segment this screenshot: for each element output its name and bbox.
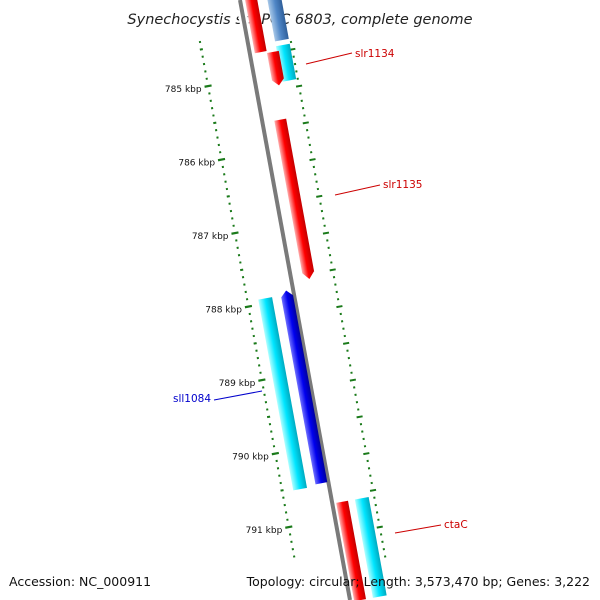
tick-label: 788 kbp xyxy=(205,306,242,316)
tick-major-right xyxy=(322,231,330,235)
gene-slr1135[interactable] xyxy=(274,118,315,281)
tick-major-left xyxy=(285,525,293,529)
tick-label: 789 kbp xyxy=(219,379,256,389)
tick-major-left xyxy=(204,84,212,88)
tick-minor-left xyxy=(253,342,257,345)
tick-layer: 785 kbp 786 kbp 787 kbp 788 kbp 789 kbp 790 k… xyxy=(165,40,387,558)
gene-ctaC-body xyxy=(336,500,367,600)
tick-major-right xyxy=(302,121,309,125)
feature-ctaC[interactable] xyxy=(354,496,387,598)
tick-label: 790 kbp xyxy=(232,453,269,463)
tick-major-right xyxy=(342,341,350,345)
map-title: Synechocystis sp. PCC 6803, complete gen… xyxy=(127,12,472,28)
gene-upper-forward[interactable] xyxy=(244,0,267,54)
feature-sll1084-body xyxy=(258,297,308,491)
tick-major-left xyxy=(271,451,280,456)
tick-label: 787 kbp xyxy=(192,232,229,242)
gene-slr1135-arrow xyxy=(274,118,315,280)
tick-minor-left xyxy=(266,415,271,419)
tick-major-right xyxy=(336,305,343,309)
tick-major-right xyxy=(356,415,363,419)
tick-minor-left xyxy=(280,489,284,492)
tick-major-right xyxy=(309,158,316,162)
leader-ctaC xyxy=(394,524,442,534)
tick-major-left xyxy=(244,304,253,309)
backbone xyxy=(238,0,352,600)
gene-label-sll1084[interactable]: sll1084 xyxy=(173,393,211,405)
tick-major-right xyxy=(376,525,383,529)
tick-minor-left xyxy=(199,48,204,51)
gene-label-ctaC[interactable]: ctaC xyxy=(444,519,468,531)
tick-major-right xyxy=(316,194,323,198)
tick-major-left xyxy=(258,378,266,382)
tick-major-right xyxy=(295,84,303,88)
leader-slr1134 xyxy=(305,52,353,65)
tick-major-left xyxy=(217,157,226,162)
tick-major-right xyxy=(349,378,357,382)
gene-ctaC[interactable] xyxy=(336,500,367,600)
tick-label: 786 kbp xyxy=(178,159,215,169)
feature-upper-body xyxy=(265,0,289,42)
gene-slr1134[interactable] xyxy=(266,50,285,87)
gene-sll1084[interactable] xyxy=(280,289,328,485)
gene-upper-forward-body xyxy=(244,0,267,54)
gene-label-slr1135[interactable]: slr1135 xyxy=(383,179,422,191)
tick-minor-left xyxy=(240,268,244,272)
tick-label: 791 kbp xyxy=(246,526,283,536)
tick-minor-left xyxy=(213,121,217,125)
tick-major-left xyxy=(231,231,239,235)
genome-summary-text: Topology: circular; Length: 3,573,470 bp… xyxy=(246,574,590,589)
tick-label: 785 kbp xyxy=(165,85,202,95)
tick-minor-left xyxy=(226,195,230,198)
accession-text: Accession: NC_000911 xyxy=(9,574,151,589)
tick-major-right xyxy=(363,452,370,456)
leader-slr1135 xyxy=(334,184,381,196)
gene-sll1084-arrow xyxy=(281,290,328,485)
gene-slr1134-arrow xyxy=(266,50,284,86)
feature-ctaC-body xyxy=(354,496,387,598)
leader-sll1084 xyxy=(213,390,263,401)
tick-major-right xyxy=(329,268,336,272)
gene-label-slr1134[interactable]: slr1134 xyxy=(355,48,395,60)
feature-sll1084[interactable] xyxy=(258,297,308,491)
tick-major-right xyxy=(369,488,377,492)
